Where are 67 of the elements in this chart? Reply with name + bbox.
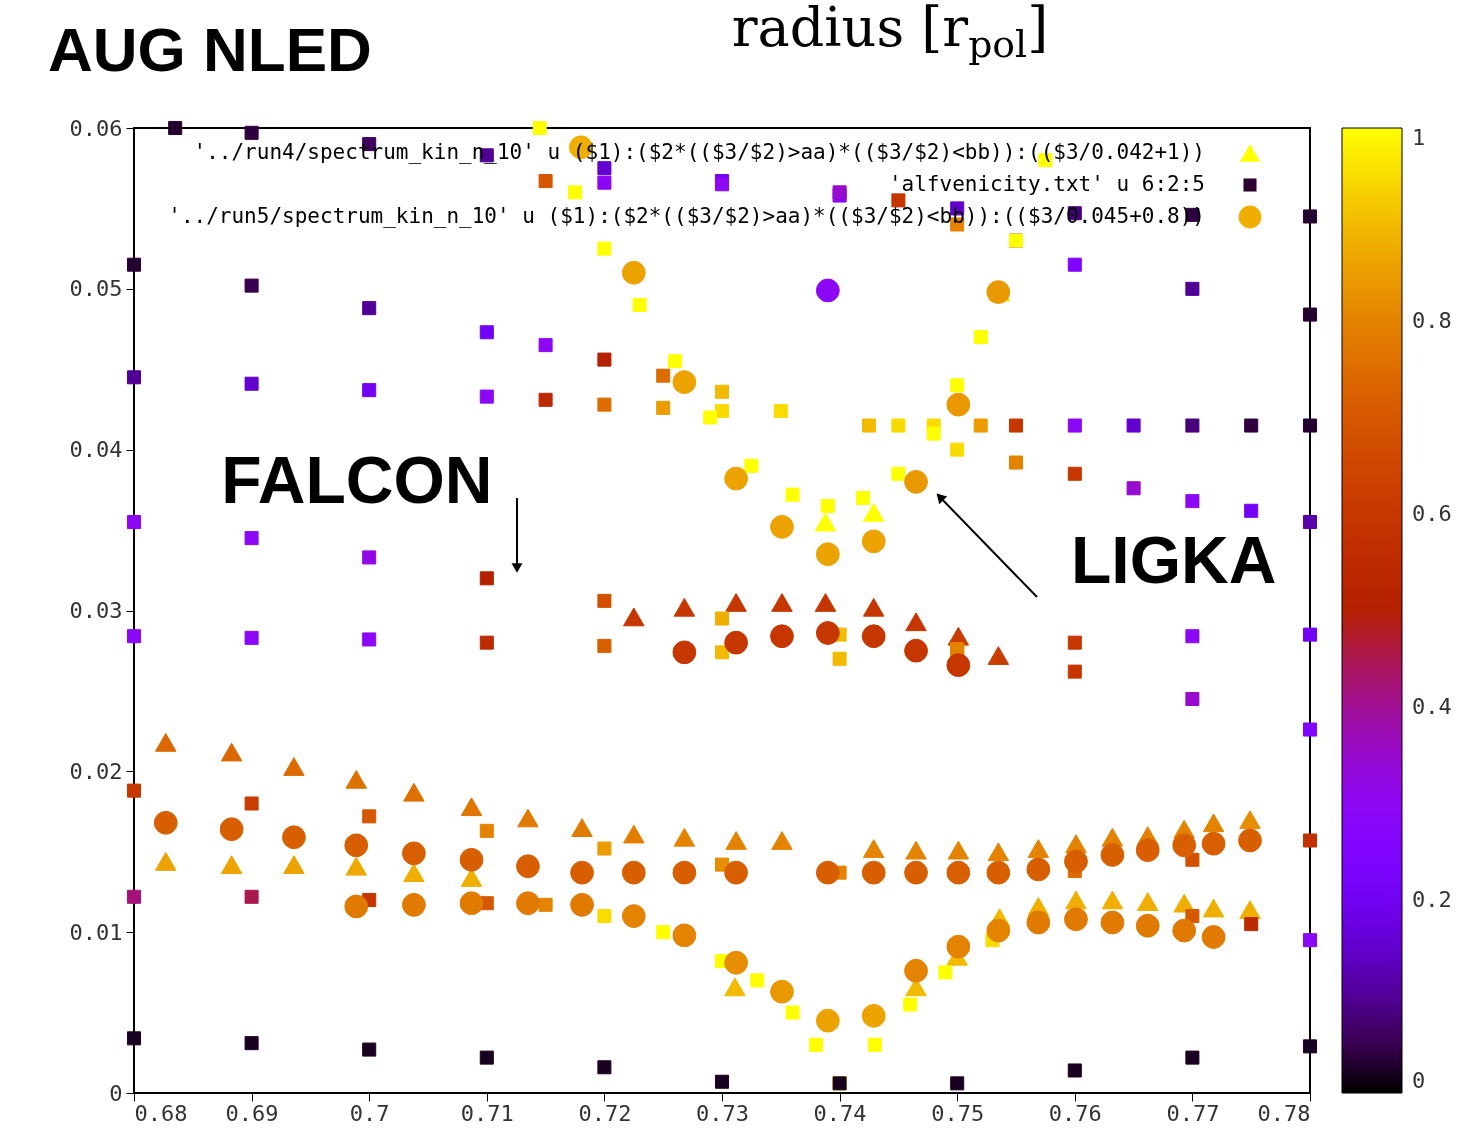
point: [1027, 839, 1050, 858]
point: [1065, 890, 1087, 910]
point: [517, 808, 539, 828]
color-bar-label: 0.8: [1412, 308, 1452, 333]
point: [220, 742, 243, 762]
point: [155, 733, 177, 752]
color-bar-label: 0.4: [1412, 694, 1452, 719]
point: [905, 612, 927, 632]
y-tick-label: 0.03: [69, 598, 123, 623]
color-bar-label: 0: [1412, 1068, 1426, 1093]
x-tick-label: 0.75: [931, 1100, 985, 1126]
point: [1202, 898, 1225, 918]
x-tick-label: 0.74: [813, 1100, 867, 1126]
x-tick-label: 0.68: [134, 1100, 188, 1126]
point: [345, 770, 368, 789]
x-tick-label: 0.76: [1048, 1100, 1102, 1126]
x-tick-label: 0.71: [460, 1100, 514, 1126]
x-tick-label: 0.78: [1257, 1100, 1311, 1126]
point: [814, 593, 837, 612]
point: [1202, 813, 1225, 833]
point: [1101, 890, 1124, 910]
point: [771, 593, 793, 612]
point: [862, 503, 885, 522]
point: [724, 977, 746, 997]
point: [623, 824, 645, 844]
point: [155, 852, 177, 871]
point: [673, 827, 696, 847]
point: [725, 831, 747, 850]
point: [987, 842, 1010, 862]
point: [345, 856, 368, 876]
point: [1136, 892, 1159, 911]
point: [403, 782, 425, 802]
point: [771, 831, 793, 850]
point: [862, 597, 885, 617]
y-tick-label: 0: [109, 1080, 123, 1106]
x-tick-label: 0.77: [1166, 1100, 1220, 1126]
point: [220, 855, 243, 874]
annotation: FALCON: [221, 443, 493, 517]
y-tick-label: 0.04: [69, 437, 123, 463]
point: [283, 855, 305, 874]
x-tick-label: 0.69: [225, 1100, 279, 1126]
point: [623, 607, 645, 627]
chart-title: AUG NLED: [48, 15, 372, 84]
x-tick-label: 0.72: [578, 1100, 632, 1126]
color-bar-label: 0.6: [1412, 501, 1452, 526]
color-bar-label: 1: [1412, 125, 1426, 150]
legend-label: 'alfvenicity.txt' u 6:2:5: [888, 172, 1205, 196]
point: [403, 863, 425, 883]
point: [725, 593, 747, 612]
y-tick-label: 0.02: [69, 758, 123, 784]
y-tick-label: 0.06: [69, 115, 123, 141]
point: [283, 757, 305, 776]
annotation: LIGKA: [1071, 523, 1277, 597]
point: [460, 797, 483, 817]
point: [905, 840, 927, 860]
color-bar-label: 0.2: [1412, 887, 1452, 912]
x-tick-label: 0.73: [696, 1100, 749, 1126]
point: [862, 839, 885, 858]
y-tick-label: 0.01: [69, 919, 123, 945]
y-tick-label: 0.05: [69, 276, 123, 302]
point: [571, 818, 593, 837]
point: [947, 840, 970, 860]
point: [1239, 810, 1261, 829]
point: [814, 512, 837, 532]
x-tick-label: 0.7: [349, 1100, 390, 1126]
point: [673, 597, 696, 617]
point: [987, 646, 1010, 665]
